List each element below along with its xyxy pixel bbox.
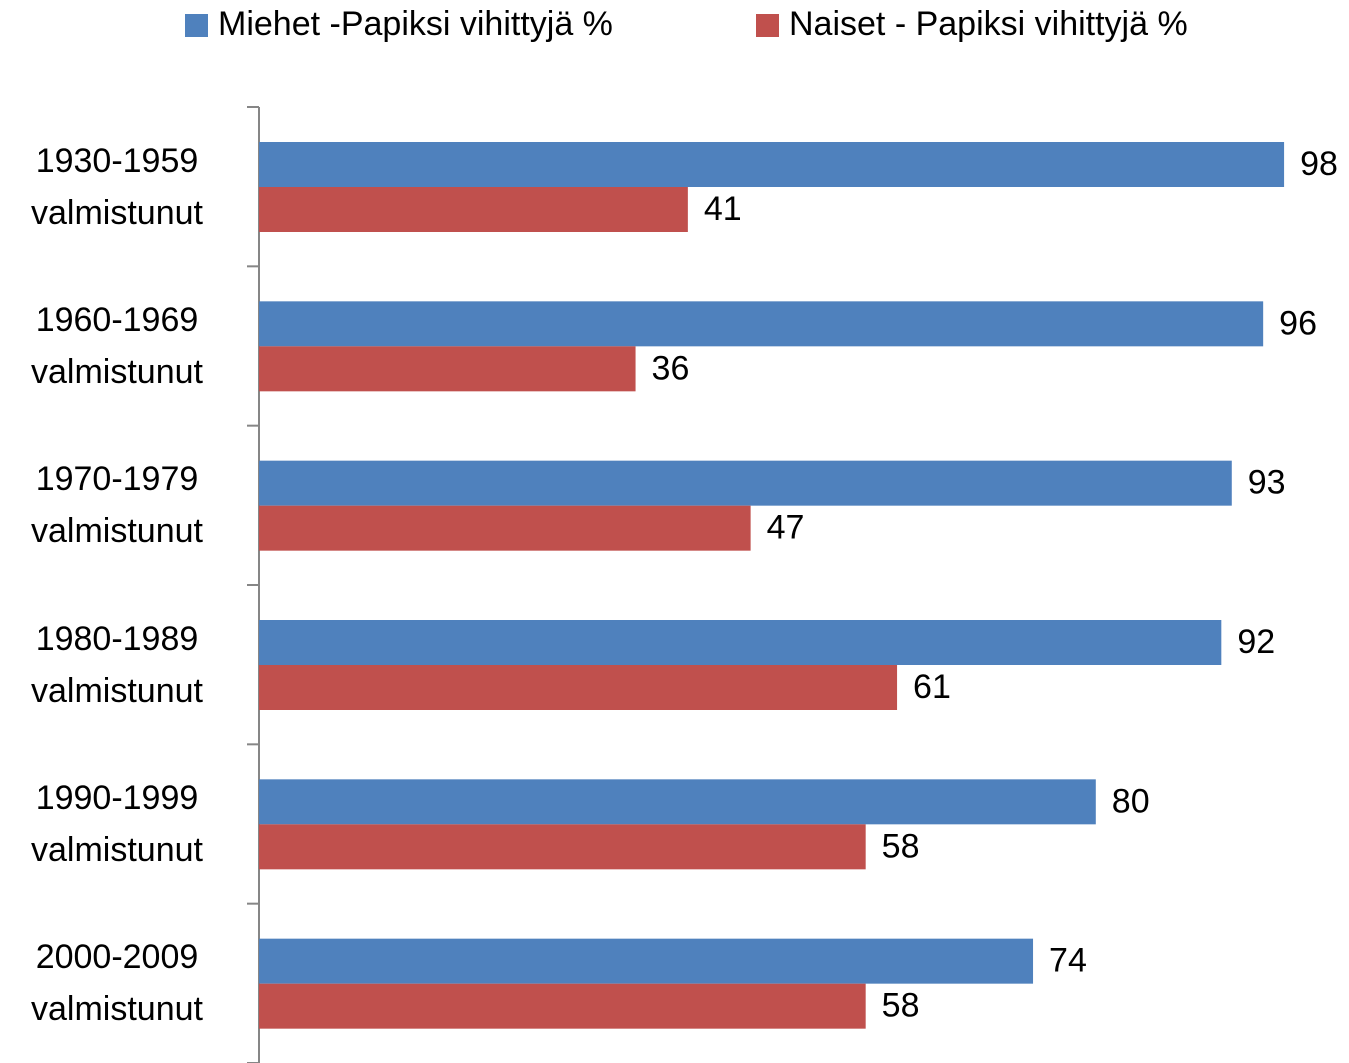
y-tick-label: 1980-1989 valmistunut [31,619,203,710]
bar [259,779,1096,825]
legend-swatch [185,14,208,37]
data-label: 92 [1237,623,1275,661]
bar [259,142,1285,187]
data-label: 93 [1248,464,1286,502]
y-tick-label: 1930-1959 valmistunut [31,141,203,232]
bar [259,938,1034,984]
data-label: 61 [913,668,951,706]
legend-label: Miehet -Papiksi vihittyjä % [218,5,613,43]
bar [259,620,1222,665]
data-label: 36 [652,349,690,387]
data-label: 96 [1279,304,1317,342]
data-label: 47 [767,509,805,547]
bar [259,665,898,710]
data-label: 58 [882,827,920,865]
bar [259,346,636,392]
y-tick-label: 1960-1969 valmistunut [31,301,203,391]
y-tick-label: 1990-1999 valmistunut [31,779,203,869]
y-tick-label: 2000-2009 valmistunut [31,938,203,1029]
bar [259,301,1264,347]
y-tick-label: 1970-1979 valmistunut [31,460,203,551]
data-label: 98 [1300,145,1338,183]
bar [259,983,866,1029]
legend-label: Naiset - Papiksi vihittyjä % [789,5,1188,43]
data-label: 74 [1049,942,1087,980]
legend-swatch [756,14,779,37]
data-label: 41 [704,190,742,228]
bar [259,460,1232,506]
data-label: 58 [882,987,920,1025]
bar [259,187,688,232]
bar [259,824,866,870]
data-label: 80 [1112,782,1150,820]
bar [259,505,751,551]
